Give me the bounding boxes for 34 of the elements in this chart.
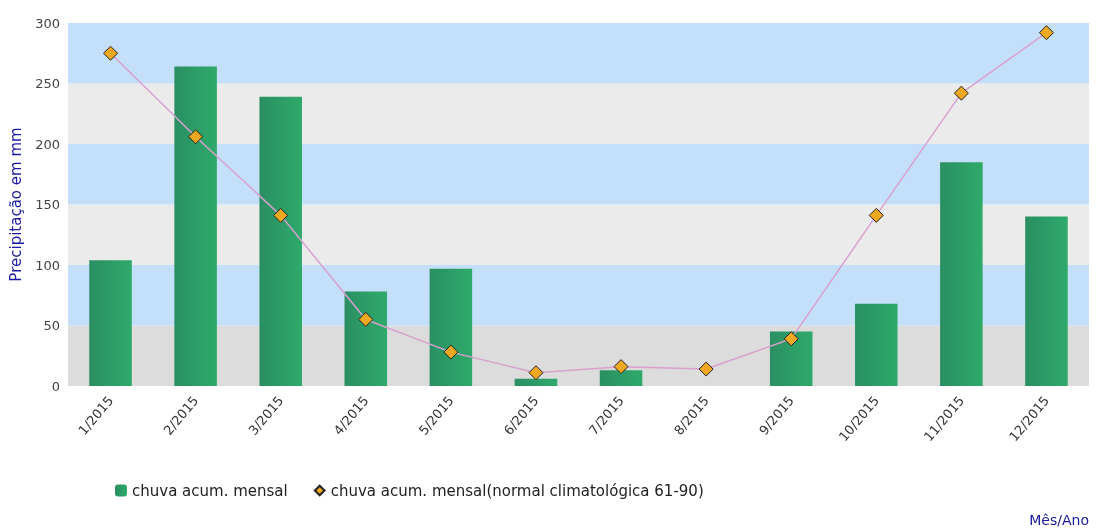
bar [769, 331, 813, 386]
bar [855, 303, 898, 386]
bar [599, 370, 643, 386]
bar [429, 268, 473, 386]
point [443, 344, 459, 360]
bar [940, 162, 983, 386]
bar [344, 291, 388, 386]
y-tick-label: 50 [43, 318, 60, 333]
y-tick-label: 250 [35, 76, 60, 91]
point [698, 361, 714, 377]
y-tick-label: 300 [35, 15, 60, 31]
y-tick-label: 150 [35, 197, 60, 212]
y-tick-label: 100 [35, 257, 60, 273]
point [613, 359, 629, 375]
legend-label: chuva acum. mensal [132, 481, 288, 500]
y-tick-label: 200 [35, 136, 60, 152]
point [868, 207, 884, 223]
bar [514, 378, 558, 386]
point [273, 207, 289, 223]
point [528, 365, 544, 381]
point [358, 311, 374, 327]
point [1038, 25, 1054, 41]
text: Mês/Ano [1029, 512, 1089, 528]
y-axis-title: Precipitação em mm [6, 127, 25, 282]
bar [174, 66, 217, 386]
bar [1025, 216, 1068, 386]
point [103, 45, 119, 61]
point [188, 129, 204, 145]
point [953, 85, 969, 101]
bar [259, 96, 302, 386]
legend-label: chuva acum. mensal(normal climatológica 61-90) [330, 481, 704, 500]
bar [89, 260, 132, 386]
y-tick-label: 0 [51, 378, 60, 394]
point [783, 331, 799, 347]
